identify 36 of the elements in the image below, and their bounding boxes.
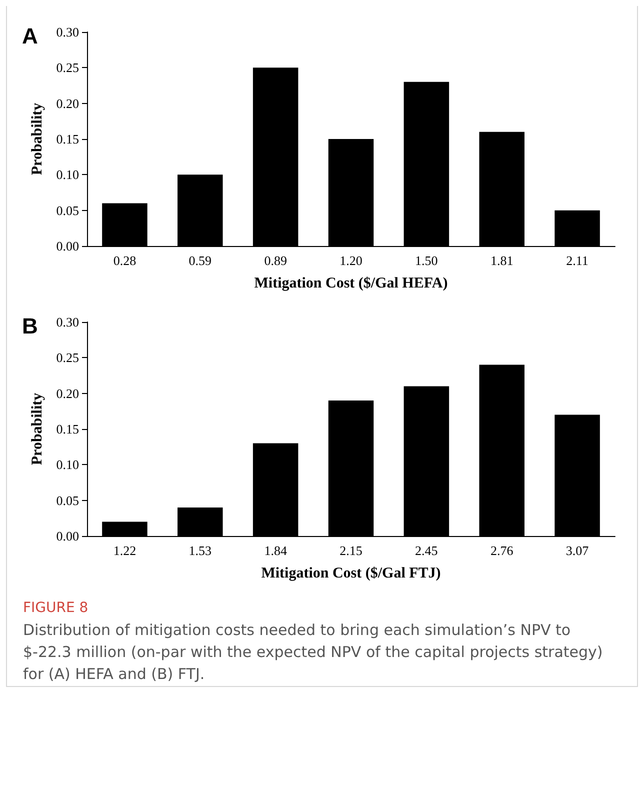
y-tick-label: 0.30	[56, 314, 79, 330]
y-tick-label: 0.20	[56, 386, 79, 401]
y-tick-label: 0.15	[56, 132, 79, 146]
y-tick-label: 0.00	[56, 238, 79, 254]
y-axis-title: Probability	[30, 392, 46, 466]
y-tick-label: 0.25	[56, 350, 79, 366]
x-axis-title: Mitigation Cost ($/Gal FTJ)	[261, 566, 441, 582]
y-tick-label: 0.30	[56, 24, 79, 40]
x-tick-label: 0.59	[188, 253, 212, 268]
x-tick-label: 3.07	[566, 543, 590, 558]
text: Distribution of mitigation costs needed to bring each simulation’s NPV to $-22.3 million (on-par with the expected NPV of the capital projects strategy) for (A) HEFA and (B) FTJ.	[23, 620, 604, 685]
x-tick-label: 0.28	[113, 253, 136, 268]
y-tick-label: 0.25	[56, 60, 79, 76]
y-tick-label: 0.20	[56, 96, 79, 111]
y-tick-label: 0.05	[56, 492, 79, 508]
x-tick-label: 2.15	[340, 543, 362, 558]
x-tick-label: 1.50	[415, 253, 438, 268]
x-tick-label: 2.11	[566, 253, 588, 268]
x-axis-title: Mitigation Cost ($/Gal HEFA)	[254, 276, 448, 292]
x-tick-label: 0.89	[264, 253, 287, 268]
x-tick-label: 2.76	[490, 543, 514, 558]
y-tick-label: 0.15	[56, 422, 79, 436]
x-tick-label: 1.53	[188, 543, 212, 558]
y-tick-label: 0.10	[56, 457, 79, 472]
y-tick-label: 0.00	[56, 528, 79, 544]
x-tick-label: 1.22	[113, 543, 136, 558]
y-tick-label: 0.10	[56, 167, 79, 182]
y-axis-title: Probability	[30, 102, 46, 176]
x-tick-label: 2.45	[415, 543, 438, 558]
x-tick-label: 1.84	[264, 543, 288, 558]
x-tick-label: 1.20	[340, 253, 362, 268]
chart-title: B	[22, 314, 38, 338]
x-tick-label: 1.81	[490, 253, 514, 268]
chart-title: A	[22, 24, 38, 48]
caption: FIGURE 8	[23, 599, 90, 618]
y-tick-label: 0.05	[56, 202, 79, 218]
